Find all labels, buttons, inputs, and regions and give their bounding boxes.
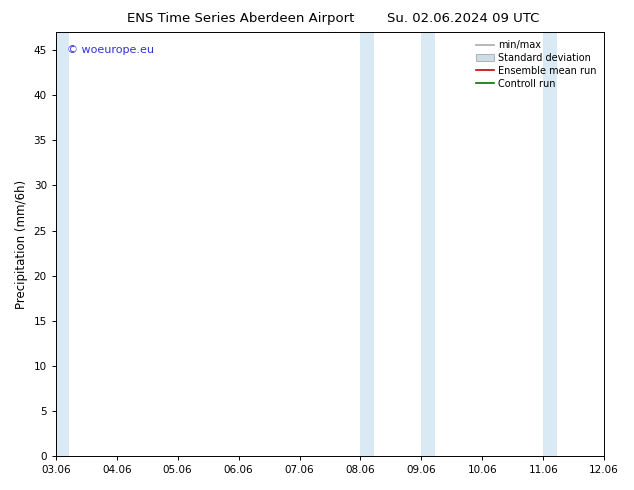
Bar: [361, 32, 374, 456]
Text: Su. 02.06.2024 09 UTC: Su. 02.06.2024 09 UTC: [387, 12, 539, 25]
Text: © woeurope.eu: © woeurope.eu: [67, 45, 154, 55]
Text: ENS Time Series Aberdeen Airport: ENS Time Series Aberdeen Airport: [127, 12, 354, 25]
Legend: min/max, Standard deviation, Ensemble mean run, Controll run: min/max, Standard deviation, Ensemble me…: [474, 37, 599, 92]
Bar: [56, 32, 69, 456]
Bar: [604, 32, 618, 456]
Y-axis label: Precipitation (mm/6h): Precipitation (mm/6h): [15, 179, 28, 309]
Bar: [543, 32, 557, 456]
Bar: [422, 32, 435, 456]
